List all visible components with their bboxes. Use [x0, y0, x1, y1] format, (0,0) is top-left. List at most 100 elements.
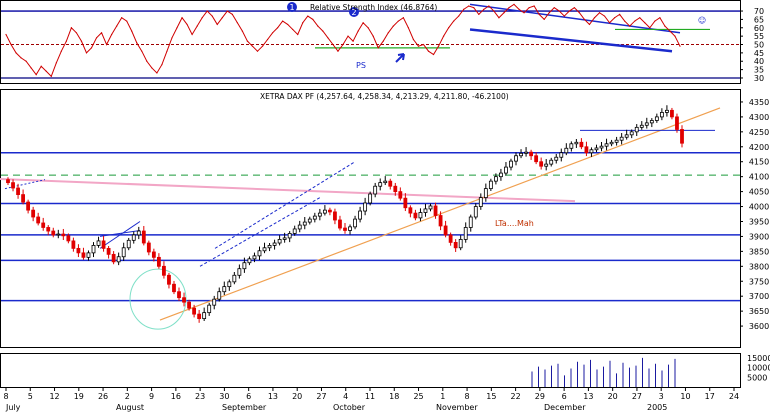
candle-body: [589, 149, 594, 154]
candle-body: [121, 247, 126, 258]
price-ytick-label: 3750: [749, 277, 769, 286]
rsi-point: [171, 37, 173, 39]
candle-body: [247, 258, 252, 264]
rsi-point: [181, 17, 183, 19]
price-ytick-label: 4350: [749, 98, 769, 107]
candle-body: [338, 219, 342, 229]
channel-line: [214, 161, 356, 249]
rsi-point: [367, 27, 369, 29]
candle-body: [282, 237, 287, 240]
price-ytick-label: 4200: [749, 143, 769, 152]
smiley-icon: ☺: [698, 16, 706, 25]
xtick-label: 9: [149, 392, 154, 401]
rsi-point: [649, 27, 651, 29]
rsi-point: [558, 10, 560, 12]
rsi-ytick-label: 55: [754, 32, 764, 41]
price-ytick-label: 4250: [749, 128, 769, 137]
candle-body: [66, 235, 71, 242]
rsi-point: [70, 27, 72, 29]
candle-body: [373, 185, 378, 195]
candle-body: [81, 252, 86, 258]
lta-label: LTa....Mah: [495, 219, 534, 228]
candle-body: [629, 131, 634, 136]
rsi-point: [116, 25, 118, 27]
rsi-ytick-label: 60: [754, 24, 764, 33]
rsi-point: [65, 40, 67, 42]
rsi-point: [332, 43, 334, 46]
rsi-point: [277, 27, 279, 29]
candle-body: [670, 109, 674, 118]
candle-body: [363, 202, 368, 212]
candle-body: [317, 212, 322, 217]
candle-body: [312, 215, 317, 220]
candle-body: [272, 242, 277, 246]
volume-ytick-label: 15000: [747, 354, 770, 363]
rsi-point: [608, 22, 611, 24]
rsi-point: [176, 27, 178, 29]
candle-body: [116, 256, 121, 263]
candle-body: [297, 224, 302, 230]
candle-body: [634, 126, 639, 133]
price-ytick-label: 4150: [749, 158, 769, 167]
xtick-label: 27: [632, 392, 642, 401]
ps-label: PS: [356, 61, 366, 70]
candle-body: [554, 156, 559, 161]
rsi-point: [297, 33, 299, 36]
rsi-point: [614, 17, 616, 19]
candle-body: [524, 151, 528, 154]
xtick-label: 5: [28, 392, 33, 401]
rsi-point: [161, 63, 163, 66]
candle-body: [26, 201, 31, 211]
rsi-point: [442, 35, 445, 37]
rsi-point: [342, 43, 344, 46]
rsi-point: [407, 27, 409, 29]
candle-body: [488, 180, 493, 190]
candle-body: [383, 180, 388, 184]
candle-body: [227, 281, 232, 288]
rsi-point: [427, 50, 430, 52]
xtick-label: 26: [98, 392, 108, 401]
rsi-point: [578, 12, 581, 14]
candle-body: [659, 112, 664, 118]
xtick-label: 11: [365, 392, 375, 401]
candle-body: [96, 240, 101, 246]
rsi-point: [166, 50, 168, 52]
candle-body: [257, 250, 262, 257]
candle-body: [151, 251, 156, 258]
rsi-point: [151, 67, 153, 69]
rsi-point: [312, 18, 314, 21]
rsi-point: [538, 13, 540, 15]
volume-bars: [531, 357, 676, 387]
rsi-point: [50, 75, 52, 77]
candle-body: [106, 247, 111, 255]
candle-body: [232, 274, 237, 283]
candle-body: [21, 194, 25, 203]
price-ytick-label: 4300: [749, 113, 769, 122]
rsi-point: [498, 17, 500, 19]
wedge-line: [99, 221, 141, 249]
volume-panel-frame: [0, 353, 741, 388]
price-candles: [6, 105, 684, 323]
xtick-label: 20: [292, 392, 302, 401]
price-ytick-label: 4050: [749, 188, 769, 197]
candle-body: [609, 141, 614, 145]
rsi-point: [40, 65, 42, 67]
candle-body: [262, 247, 267, 252]
candle-body: [594, 147, 599, 151]
candle-body: [277, 239, 282, 244]
rsi-ytick-label: 50: [754, 41, 764, 50]
rsi-point: [473, 7, 475, 9]
price-ytick-label: 3850: [749, 247, 769, 256]
wedge-line: [99, 229, 141, 237]
candle-body: [71, 240, 76, 249]
rsi-point: [45, 70, 47, 72]
candle-body: [680, 129, 684, 144]
candle-body: [549, 159, 554, 165]
rsi-point: [674, 35, 676, 37]
rsi-point: [226, 10, 228, 12]
candle-body: [167, 274, 171, 285]
rsi-point: [468, 5, 470, 7]
rsi-point: [292, 28, 294, 31]
rsi-point: [75, 32, 78, 34]
